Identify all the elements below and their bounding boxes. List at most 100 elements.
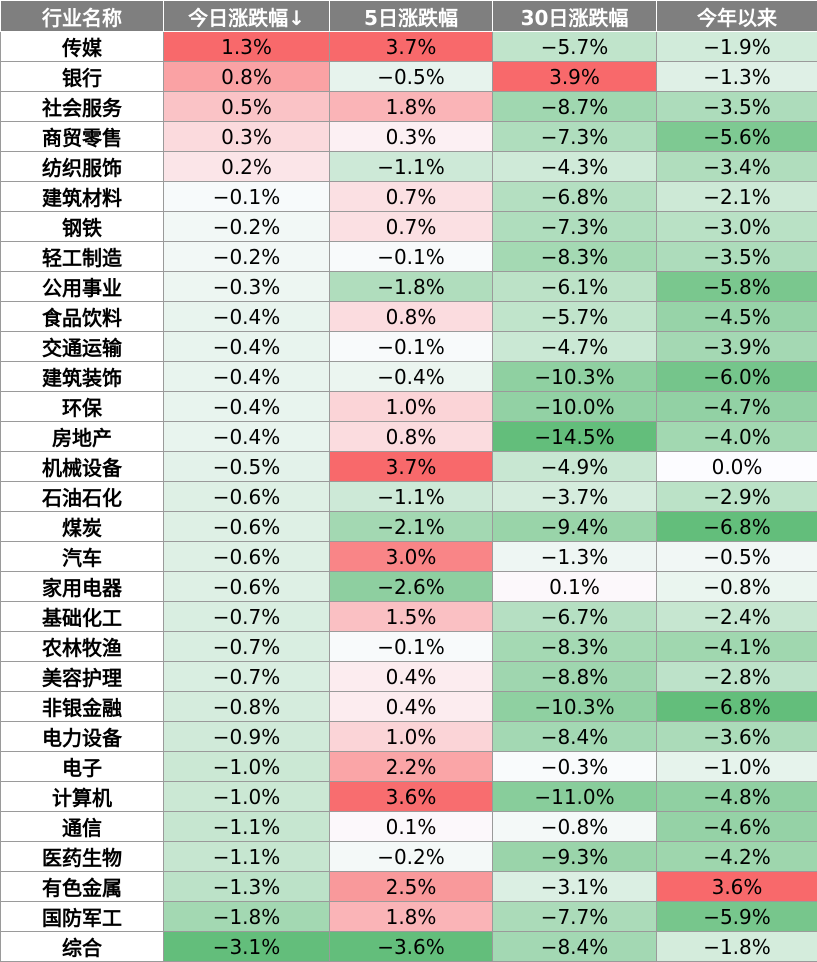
5day-change-cell: 3.7% [330, 452, 493, 482]
header-today-change[interactable]: 今日涨跌幅↓ [164, 1, 330, 32]
today-change-cell: −1.0% [164, 782, 330, 812]
30day-change-cell: −3.7% [493, 482, 657, 512]
30day-change-cell: −6.8% [493, 182, 657, 212]
today-change-cell: −1.1% [164, 842, 330, 872]
ytd-change-cell: −3.5% [657, 92, 817, 122]
today-change-cell: 1.3% [164, 32, 330, 62]
ytd-change-cell: −2.8% [657, 662, 817, 692]
today-change-cell: −0.1% [164, 182, 330, 212]
industry-name-cell: 机械设备 [1, 452, 164, 482]
today-change-cell: −0.2% [164, 242, 330, 272]
table-row: 非银金融−0.8%0.4%−10.3%−6.8% [1, 692, 817, 722]
ytd-change-cell: 0.0% [657, 452, 817, 482]
ytd-change-cell: −6.8% [657, 512, 817, 542]
industry-name-cell: 医药生物 [1, 842, 164, 872]
30day-change-cell: −1.3% [493, 542, 657, 572]
30day-change-cell: −6.7% [493, 602, 657, 632]
today-change-cell: −1.1% [164, 812, 330, 842]
5day-change-cell: 0.4% [330, 662, 493, 692]
30day-change-cell: −14.5% [493, 422, 657, 452]
today-change-cell: −1.8% [164, 902, 330, 932]
table-row: 汽车−0.6%3.0%−1.3%−0.5% [1, 542, 817, 572]
header-30day-change[interactable]: 30日涨跌幅 [493, 1, 657, 32]
ytd-change-cell: −0.8% [657, 572, 817, 602]
today-change-cell: −0.5% [164, 452, 330, 482]
industry-name-cell: 商贸零售 [1, 122, 164, 152]
ytd-change-cell: −3.6% [657, 722, 817, 752]
ytd-change-cell: −4.5% [657, 302, 817, 332]
table-row: 家用电器−0.6%−2.6%0.1%−0.8% [1, 572, 817, 602]
5day-change-cell: −1.1% [330, 482, 493, 512]
table-row: 电子−1.0%2.2%−0.3%−1.0% [1, 752, 817, 782]
table-row: 农林牧渔−0.7%−0.1%−8.3%−4.1% [1, 632, 817, 662]
5day-change-cell: −3.6% [330, 932, 493, 962]
ytd-change-cell: −5.8% [657, 272, 817, 302]
industry-name-cell: 煤炭 [1, 512, 164, 542]
30day-change-cell: −0.3% [493, 752, 657, 782]
5day-change-cell: −1.8% [330, 272, 493, 302]
30day-change-cell: −7.3% [493, 122, 657, 152]
5day-change-cell: 1.5% [330, 602, 493, 632]
30day-change-cell: −8.3% [493, 632, 657, 662]
industry-name-cell: 传媒 [1, 32, 164, 62]
header-industry-name[interactable]: 行业名称 [1, 1, 164, 32]
5day-change-cell: 0.1% [330, 812, 493, 842]
industry-name-cell: 非银金融 [1, 692, 164, 722]
today-change-cell: −0.7% [164, 632, 330, 662]
industry-name-cell: 电子 [1, 752, 164, 782]
today-change-cell: 0.2% [164, 152, 330, 182]
today-change-cell: −0.3% [164, 272, 330, 302]
table-row: 公用事业−0.3%−1.8%−6.1%−5.8% [1, 272, 817, 302]
30day-change-cell: −0.8% [493, 812, 657, 842]
today-change-cell: −0.2% [164, 212, 330, 242]
today-change-cell: 0.5% [164, 92, 330, 122]
today-change-cell: −3.1% [164, 932, 330, 962]
ytd-change-cell: −1.8% [657, 932, 817, 962]
5day-change-cell: −0.4% [330, 362, 493, 392]
ytd-change-cell: −4.0% [657, 422, 817, 452]
table-row: 计算机−1.0%3.6%−11.0%−4.8% [1, 782, 817, 812]
header-ytd-change[interactable]: 今年以来 [657, 1, 817, 32]
industry-name-cell: 国防军工 [1, 902, 164, 932]
today-change-cell: −0.6% [164, 512, 330, 542]
30day-change-cell: −4.3% [493, 152, 657, 182]
30day-change-cell: −4.9% [493, 452, 657, 482]
ytd-change-cell: −4.2% [657, 842, 817, 872]
30day-change-cell: −8.7% [493, 92, 657, 122]
table-row: 综合−3.1%−3.6%−8.4%−1.8% [1, 932, 817, 962]
30day-change-cell: −7.3% [493, 212, 657, 242]
ytd-change-cell: −4.8% [657, 782, 817, 812]
ytd-change-cell: −3.5% [657, 242, 817, 272]
5day-change-cell: 2.2% [330, 752, 493, 782]
table-row: 美容护理−0.7%0.4%−8.8%−2.8% [1, 662, 817, 692]
30day-change-cell: −11.0% [493, 782, 657, 812]
today-change-cell: −0.7% [164, 662, 330, 692]
today-change-cell: −0.8% [164, 692, 330, 722]
5day-change-cell: 1.0% [330, 722, 493, 752]
table-row: 国防军工−1.8%1.8%−7.7%−5.9% [1, 902, 817, 932]
5day-change-cell: 1.8% [330, 902, 493, 932]
ytd-change-cell: −6.0% [657, 362, 817, 392]
5day-change-cell: 0.4% [330, 692, 493, 722]
5day-change-cell: −1.1% [330, 152, 493, 182]
header-5day-change[interactable]: 5日涨跌幅 [330, 1, 493, 32]
industry-name-cell: 综合 [1, 932, 164, 962]
table-row: 医药生物−1.1%−0.2%−9.3%−4.2% [1, 842, 817, 872]
5day-change-cell: −2.1% [330, 512, 493, 542]
30day-change-cell: −9.4% [493, 512, 657, 542]
30day-change-cell: −9.3% [493, 842, 657, 872]
30day-change-cell: −4.7% [493, 332, 657, 362]
ytd-change-cell: −4.1% [657, 632, 817, 662]
table-row: 基础化工−0.7%1.5%−6.7%−2.4% [1, 602, 817, 632]
5day-change-cell: 1.8% [330, 92, 493, 122]
30day-change-cell: −5.7% [493, 32, 657, 62]
5day-change-cell: 0.7% [330, 212, 493, 242]
today-change-cell: −1.3% [164, 872, 330, 902]
today-change-cell: −0.9% [164, 722, 330, 752]
table-row: 建筑装饰−0.4%−0.4%−10.3%−6.0% [1, 362, 817, 392]
ytd-change-cell: −6.8% [657, 692, 817, 722]
